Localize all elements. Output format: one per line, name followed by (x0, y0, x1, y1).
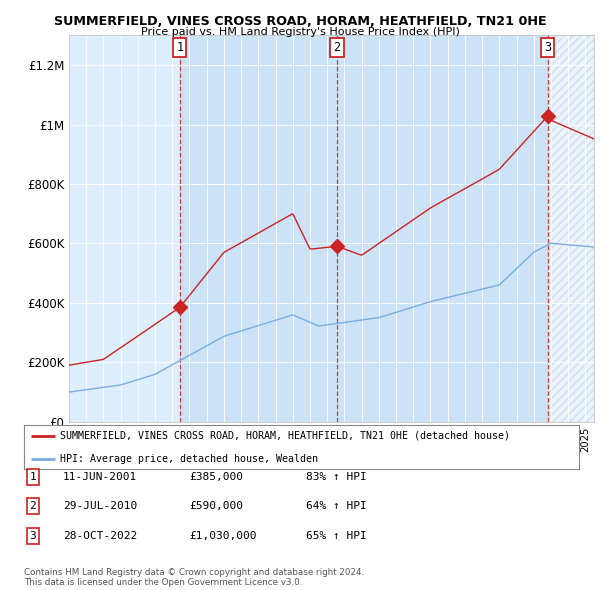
Text: 3: 3 (544, 41, 551, 54)
Bar (180, 35, 337, 422)
Bar (548, 35, 594, 422)
Text: 11-JUN-2001: 11-JUN-2001 (63, 472, 137, 481)
Text: £590,000: £590,000 (189, 502, 243, 511)
Text: 2: 2 (29, 502, 37, 511)
Text: 3: 3 (29, 531, 37, 540)
Text: £1,030,000: £1,030,000 (189, 531, 257, 540)
Text: SUMMERFIELD, VINES CROSS ROAD, HORAM, HEATHFIELD, TN21 0HE: SUMMERFIELD, VINES CROSS ROAD, HORAM, HE… (53, 15, 547, 28)
Text: 1: 1 (29, 472, 37, 481)
Text: 64% ↑ HPI: 64% ↑ HPI (306, 502, 367, 511)
Text: Contains HM Land Registry data © Crown copyright and database right 2024.
This d: Contains HM Land Registry data © Crown c… (24, 568, 364, 587)
Text: 2: 2 (334, 41, 341, 54)
Text: HPI: Average price, detached house, Wealden: HPI: Average price, detached house, Weal… (60, 454, 318, 464)
Text: SUMMERFIELD, VINES CROSS ROAD, HORAM, HEATHFIELD, TN21 0HE (detached house): SUMMERFIELD, VINES CROSS ROAD, HORAM, HE… (60, 431, 510, 441)
Text: 28-OCT-2022: 28-OCT-2022 (63, 531, 137, 540)
Bar (337, 35, 548, 422)
Text: £385,000: £385,000 (189, 472, 243, 481)
Text: Price paid vs. HM Land Registry's House Price Index (HPI): Price paid vs. HM Land Registry's House … (140, 27, 460, 37)
Text: 29-JUL-2010: 29-JUL-2010 (63, 502, 137, 511)
Text: 65% ↑ HPI: 65% ↑ HPI (306, 531, 367, 540)
Text: 1: 1 (176, 41, 184, 54)
Text: 83% ↑ HPI: 83% ↑ HPI (306, 472, 367, 481)
